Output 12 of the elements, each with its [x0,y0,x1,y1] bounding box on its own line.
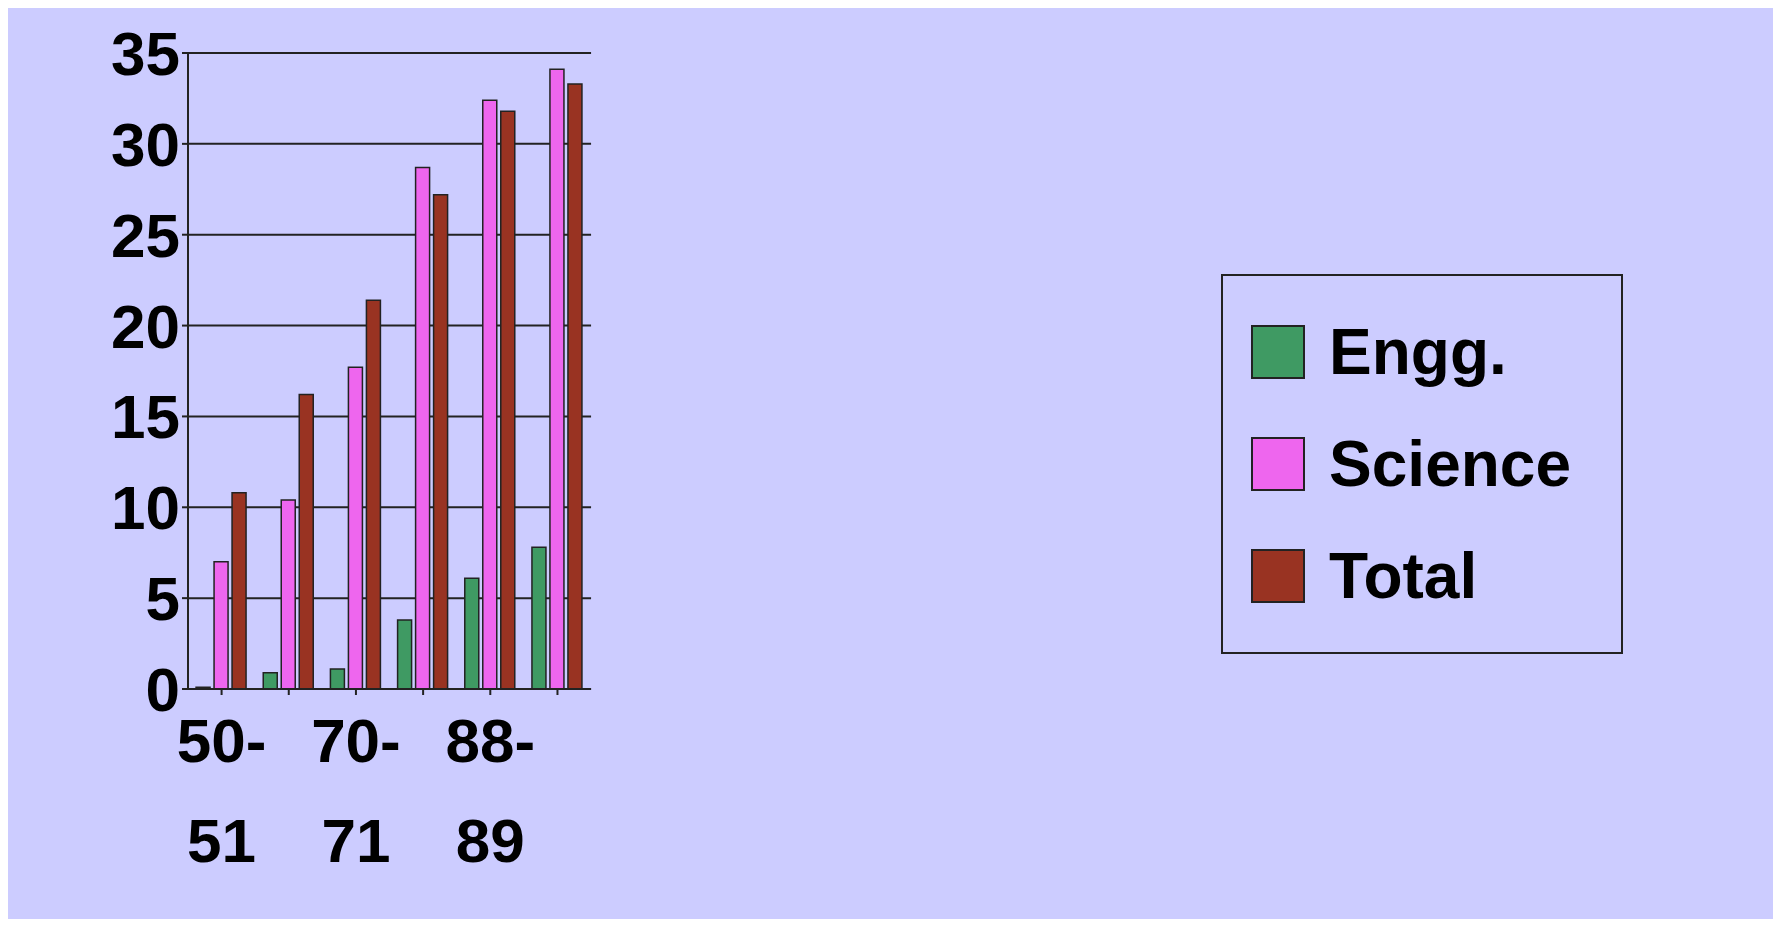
y-tick-label: 35 [111,19,180,89]
y-tick-label: 20 [111,291,180,361]
y-tick-label: 25 [111,200,180,270]
y-tick-label: 5 [145,564,180,634]
y-tick-label: 30 [111,109,180,179]
x-tick-label: 70-71 [311,706,401,875]
y-tick-label: 10 [111,473,180,543]
y-tick-label: 15 [111,382,180,452]
x-tick-label: 88-89 [445,706,536,875]
legend-label: Total [1329,538,1478,613]
legend-label: Science [1329,426,1571,501]
legend-label: Engg. [1329,314,1507,389]
